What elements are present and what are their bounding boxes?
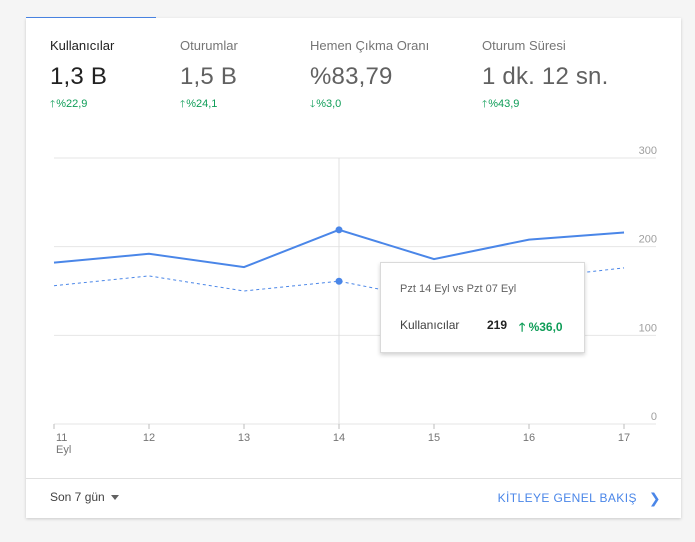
x-tick-label: 17 [618,432,630,444]
users-line-chart[interactable]: 0 100 200 300 11 12 13 14 15 16 17 Eyl [26,18,681,478]
audience-overview-link[interactable]: KİTLEYE GENEL BAKIŞ ❯ [498,490,661,507]
arrow-up-icon: 🡑 [50,99,56,110]
y-tick-label: 300 [639,145,657,157]
date-range-label: Son 7 gün [50,490,105,504]
metric-value: %83,79 [310,63,393,90]
metric-delta-text: %24,1 [186,98,218,110]
metric-value: 1 dk. 12 sn. [482,63,609,90]
arrow-down-icon: 🡓 [310,99,316,110]
arrow-up-icon: 🡑 [482,99,488,110]
audience-overview-card: Kullanıcılar 1,3 B 🡑%22,9 Oturumlar 1,5 … [26,18,681,518]
metric-label: Kullanıcılar [50,38,115,53]
x-tick-label: 15 [428,432,440,444]
metric-tab-users[interactable]: Kullanıcılar 1,3 B 🡑%22,9 [50,38,114,114]
y-tick-label: 100 [639,322,657,334]
metric-label: Hemen Çıkma Oranı [310,38,430,53]
metric-tab-bounce-rate[interactable]: Hemen Çıkma Oranı %83,79 🡓%3,0 [310,38,429,114]
metric-delta-text: %43,9 [488,98,520,110]
metric-delta: 🡑%43,9 [482,97,608,114]
arrow-up-icon: 🡑 [519,320,529,334]
x-tick-label: 13 [238,432,250,444]
series-line-current [53,228,625,269]
metric-delta: 🡑%24,1 [180,97,238,114]
metric-tabs: Kullanıcılar 1,3 B 🡑%22,9 Oturumlar 1,5 … [26,18,681,138]
y-tick-label: 0 [651,411,657,423]
caret-down-icon [110,495,119,501]
x-tick-label: 12 [143,432,155,444]
metric-delta-text: %3,0 [316,98,342,110]
chart-tooltip: Pzt 14 Eyl vs Pzt 07 Eyl Kullanıcılar 21… [380,262,585,353]
tooltip-metric-label: Kullanıcılar [400,318,460,332]
tooltip-delta-text: %36,0 [528,320,563,334]
metric-tab-session-duration[interactable]: Oturum Süresi 1 dk. 12 sn. 🡑%43,9 [482,38,608,114]
date-range-dropdown[interactable]: Son 7 gün [50,490,119,504]
x-tick-label: 14 [333,432,345,444]
metric-label: Oturumlar [180,38,238,53]
x-tick-label: 16 [523,432,535,444]
highlight-point [335,226,343,234]
card-footer: Son 7 gün KİTLEYE GENEL BAKIŞ ❯ [26,478,681,519]
y-tick-label: 200 [639,234,657,246]
metric-tab-sessions[interactable]: Oturumlar 1,5 B 🡑%24,1 [180,38,238,114]
tooltip-title: Pzt 14 Eyl vs Pzt 07 Eyl [400,283,517,295]
highlight-point [335,277,343,285]
x-tick-label: 11 [56,432,67,444]
metric-delta: 🡑%22,9 [50,97,114,114]
x-tick-sublabel: Eyl [56,444,71,456]
metric-delta: 🡓%3,0 [310,97,429,114]
audience-overview-label: KİTLEYE GENEL BAKIŞ [497,491,637,505]
metric-value: 1,3 B [50,63,108,90]
chevron-right-icon: ❯ [648,490,661,506]
metric-value: 1,5 B [180,63,238,90]
metric-label: Oturum Süresi [482,38,566,53]
tooltip-delta: 🡑 %36,0 [519,318,563,339]
arrow-up-icon: 🡑 [180,99,186,110]
tooltip-value: 219 [487,318,508,332]
metric-delta-text: %22,9 [56,98,88,110]
